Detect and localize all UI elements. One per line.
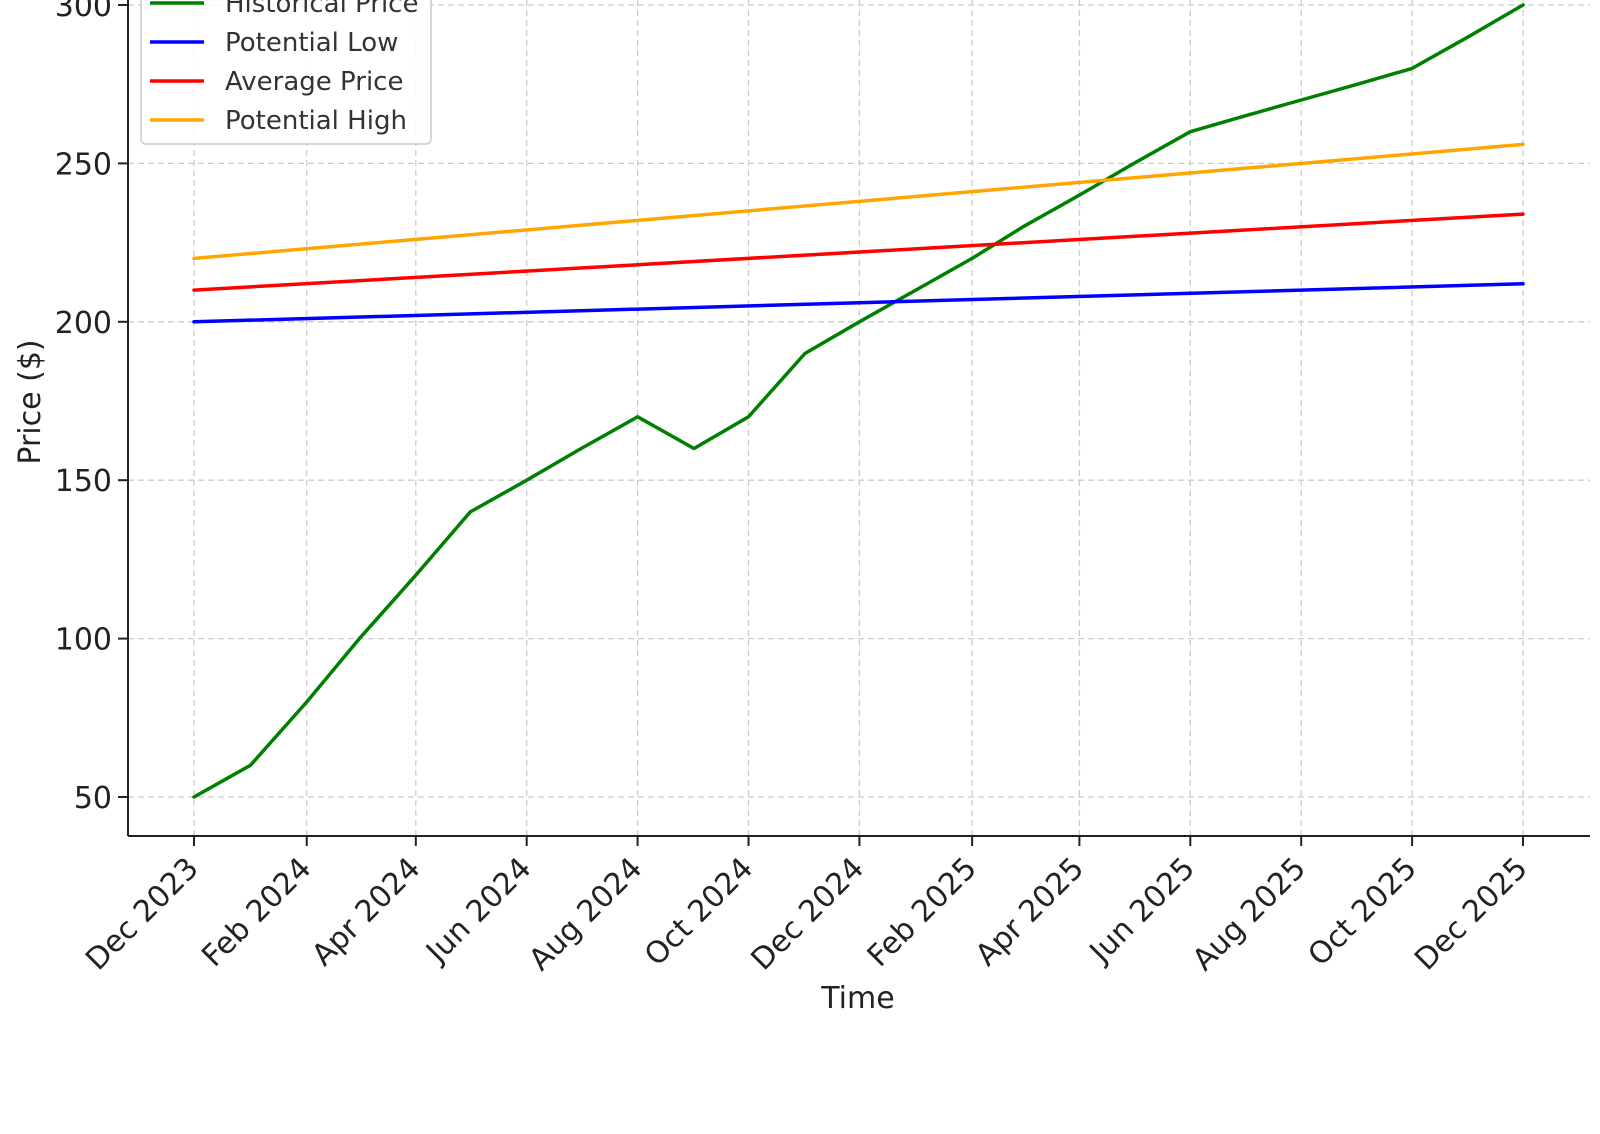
legend-label: Potential High [225,106,407,136]
x-tick-label: Aug 2024 [522,851,649,978]
x-tick-label: Aug 2025 [1186,851,1313,978]
y-tick-label: 300 [55,0,112,24]
x-tick-label: Jun 2024 [418,851,538,971]
series-line-historical-price [192,3,1525,799]
x-tick-label: Dec 2023 [79,851,206,978]
y-tick-label: 100 [55,623,112,658]
legend-label: Potential Low [225,28,398,58]
y-tick-label: 200 [55,306,112,341]
x-tick-label: Dec 2025 [1408,851,1535,978]
y-tick-label: 150 [55,464,112,499]
legend: Historical Price Potential Low Average Pri… [140,0,432,145]
series [192,3,1525,799]
x-tick-label: Oct 2024 [638,851,760,973]
x-tick-label: Apr 2024 [305,851,427,973]
x-tick-label: Apr 2025 [969,851,1091,973]
x-tick-label: Feb 2024 [195,851,318,974]
x-tick-label: Jun 2025 [1082,851,1202,971]
y-axis-title: Price ($) [13,339,48,464]
legend-label: Average Price [225,67,403,97]
x-tick-label: Dec 2024 [745,851,872,978]
x-axis-title: Time [820,981,894,1016]
series-line-potential-low [192,282,1525,324]
legend-label: Historical Price [225,0,418,19]
y-tick-label: 50 [74,781,112,816]
series-line-potential-high [192,142,1525,261]
x-tick-label: Feb 2025 [861,851,984,974]
legend-box [140,0,432,145]
x-tick-label: Oct 2025 [1302,851,1424,973]
series-line-average-price [192,212,1525,292]
y-tick-label: 250 [55,147,112,182]
